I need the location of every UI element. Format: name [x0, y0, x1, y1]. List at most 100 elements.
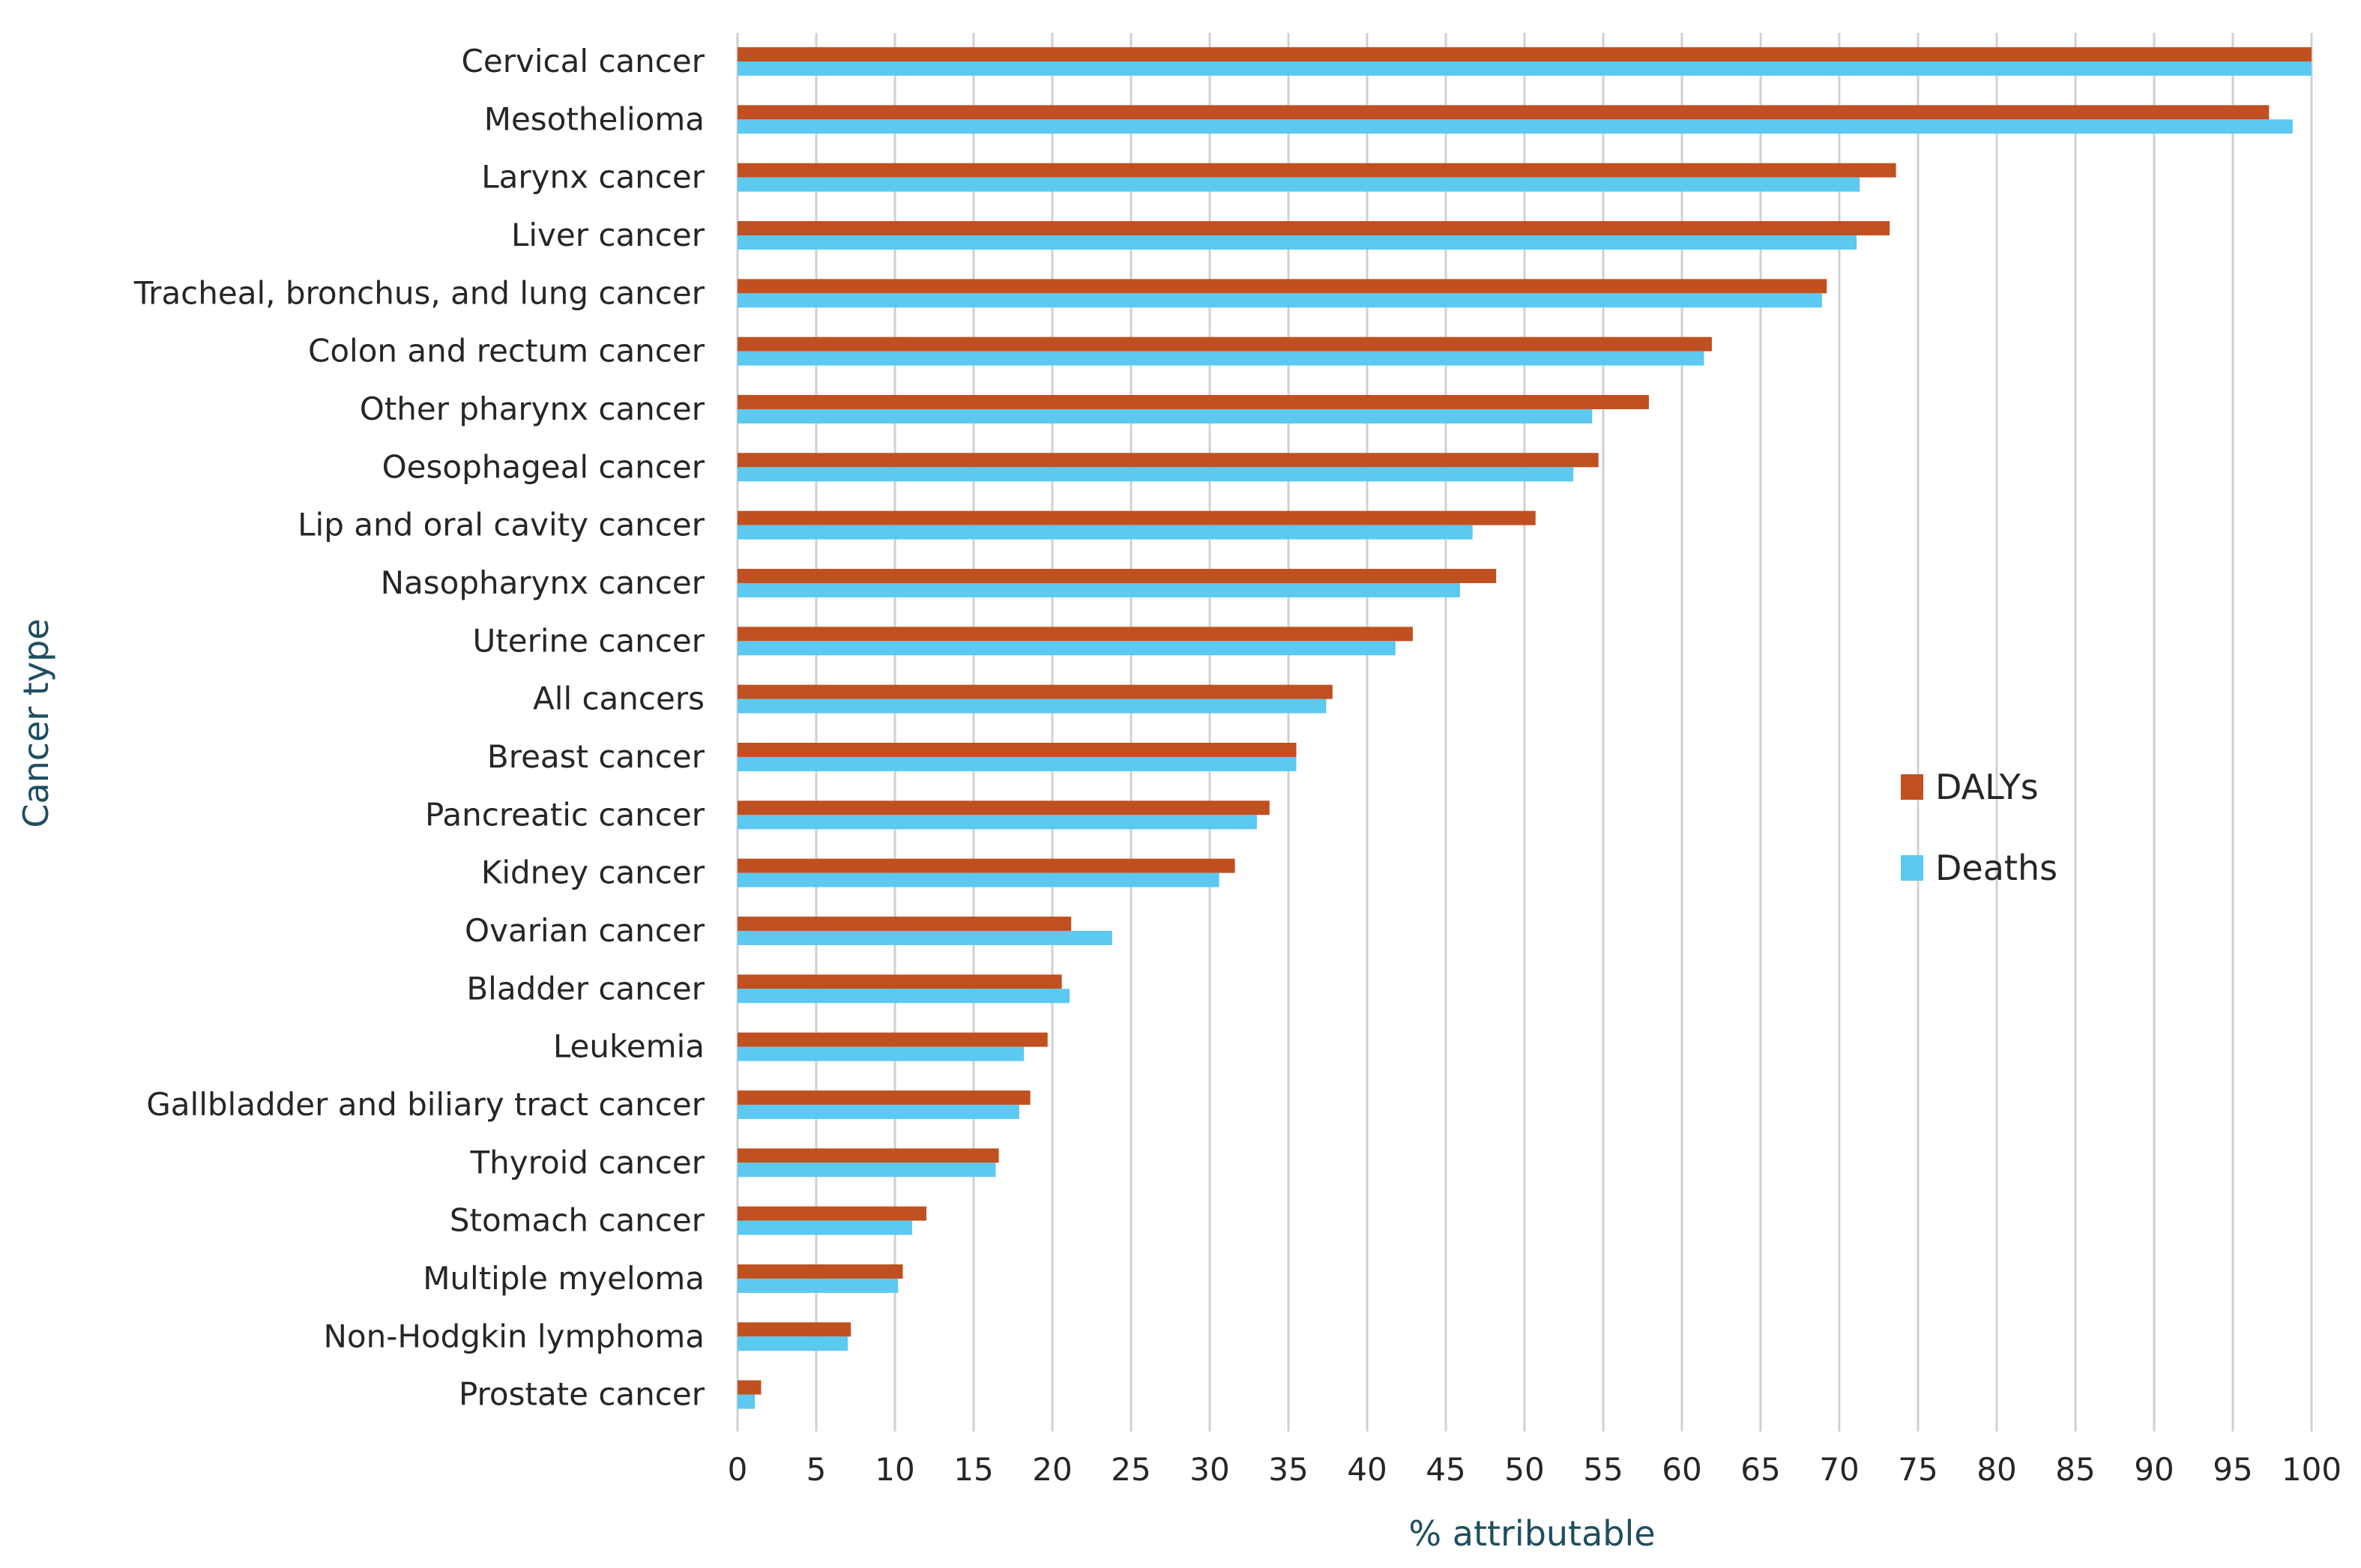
bar-dalys	[738, 1090, 1031, 1105]
bar-deaths	[738, 756, 1297, 771]
x-tick-label: 40	[1347, 1451, 1387, 1488]
bar-dalys	[738, 1380, 762, 1395]
bar-dalys	[738, 684, 1333, 699]
category-label: Non-Hodgkin lymphoma	[323, 1318, 705, 1354]
x-tick-label: 35	[1268, 1451, 1308, 1488]
bar-deaths	[738, 119, 2293, 134]
x-tick-label: 70	[1819, 1451, 1859, 1488]
bar-deaths	[738, 1394, 756, 1409]
category-label: Mesothelioma	[484, 100, 705, 137]
legend: DALYs Deaths	[1901, 767, 2057, 888]
bar-dalys	[738, 858, 1235, 873]
bar-dalys	[738, 279, 1827, 294]
x-tick-label: 60	[1662, 1451, 1701, 1488]
category-label: Nasopharynx cancer	[381, 564, 705, 601]
category-label: Other pharynx cancer	[360, 391, 705, 427]
bar-dalys	[738, 47, 2312, 61]
category-label: All cancers	[533, 681, 705, 717]
category-label: Bladder cancer	[466, 970, 705, 1007]
legend-label-dalys: DALYs	[1935, 767, 2039, 807]
x-tick-label: 5	[806, 1451, 827, 1488]
bar-deaths	[738, 61, 2312, 76]
category-label: Prostate cancer	[459, 1376, 705, 1413]
bar-deaths	[738, 1278, 899, 1293]
bar-deaths	[738, 1336, 848, 1351]
x-tick-label: 0	[728, 1451, 748, 1488]
x-tick-label: 30	[1189, 1451, 1229, 1488]
x-tick-label: 85	[2055, 1451, 2095, 1488]
x-tick-label: 100	[2282, 1451, 2342, 1488]
bar-deaths	[738, 1046, 1025, 1061]
bar-dalys	[738, 742, 1297, 757]
category-label: Oesophageal cancer	[382, 448, 705, 485]
category-label: Liver cancer	[511, 217, 705, 253]
category-label: Cervical cancer	[462, 43, 705, 79]
category-label: Thyroid cancer	[470, 1144, 705, 1180]
bar-dalys	[738, 394, 1649, 409]
category-label: Larynx cancer	[481, 159, 705, 196]
bar-dalys	[738, 916, 1072, 931]
category-label: Stomach cancer	[450, 1202, 705, 1239]
category-labels: Cervical cancer Mesothelioma Larynx cancer…	[133, 43, 705, 1413]
bar-deaths	[738, 467, 1574, 482]
bars	[738, 47, 2312, 1409]
x-tick-label: 80	[1976, 1451, 2016, 1488]
x-tick-label: 50	[1504, 1451, 1544, 1488]
bar-deaths	[738, 582, 1460, 597]
category-label: Lip and oral cavity cancer	[298, 507, 705, 543]
category-label: Kidney cancer	[481, 854, 705, 891]
x-tick-label: 65	[1740, 1451, 1780, 1488]
bar-dalys	[738, 220, 1890, 235]
bar-dalys	[738, 974, 1062, 989]
category-label: Leukemia	[553, 1028, 705, 1065]
category-label: Colon and rectum cancer	[308, 333, 705, 370]
category-label: Uterine cancer	[473, 622, 705, 659]
bar-deaths	[738, 235, 1857, 250]
category-label: Breast cancer	[487, 738, 705, 775]
bar-deaths	[738, 1104, 1019, 1119]
gridlines	[736, 33, 2313, 1432]
bar-deaths	[738, 872, 1219, 887]
category-label: Multiple myeloma	[423, 1260, 705, 1297]
bar-dalys	[738, 1264, 903, 1279]
bar-dalys	[738, 1322, 851, 1337]
x-axis-title: % attributable	[1408, 1513, 1655, 1554]
x-tick-label: 15	[953, 1451, 993, 1488]
x-tick-label: 20	[1032, 1451, 1072, 1488]
x-tick-label: 25	[1111, 1451, 1151, 1488]
x-tick-label: 55	[1583, 1451, 1623, 1488]
bar-deaths	[738, 989, 1070, 1004]
bar-deaths	[738, 699, 1327, 714]
legend-swatch-dalys	[1901, 774, 1923, 800]
bar-deaths	[738, 351, 1704, 366]
bar-deaths	[738, 815, 1257, 830]
bar-deaths	[738, 408, 1593, 423]
bar-deaths	[738, 930, 1112, 945]
bar-dalys	[738, 105, 2270, 120]
x-tick-label: 95	[2213, 1451, 2252, 1488]
bar-dalys	[738, 510, 1536, 525]
bar-deaths	[738, 177, 1860, 192]
x-tick-label: 10	[875, 1451, 914, 1488]
bar-dalys	[738, 453, 1599, 468]
x-tick-label: 75	[1898, 1451, 1938, 1488]
x-tick-label: 90	[2134, 1451, 2174, 1488]
legend-swatch-deaths	[1901, 855, 1923, 881]
category-label: Tracheal, bronchus, and lung cancer	[133, 274, 705, 311]
bar-dalys	[738, 337, 1712, 352]
bar-deaths	[738, 1163, 996, 1177]
x-tick-labels: 0 5 10 15 20 25 30 35 40 45 50 55 60 65 70 75 80 85 90 95 10…	[728, 1451, 2342, 1488]
bar-dalys	[738, 568, 1497, 583]
legend-label-deaths: Deaths	[1935, 848, 2057, 888]
bar-dalys	[738, 1206, 926, 1221]
bar-dalys	[738, 163, 1896, 178]
bar-dalys	[738, 627, 1413, 642]
bar-deaths	[738, 1220, 913, 1235]
bar-dalys	[738, 1148, 999, 1163]
category-label: Pancreatic cancer	[425, 796, 705, 833]
bar-dalys	[738, 1032, 1048, 1047]
y-axis-title: Cancer type	[16, 618, 56, 827]
category-label: Gallbladder and biliary tract cancer	[146, 1086, 705, 1123]
category-label: Ovarian cancer	[465, 912, 705, 949]
